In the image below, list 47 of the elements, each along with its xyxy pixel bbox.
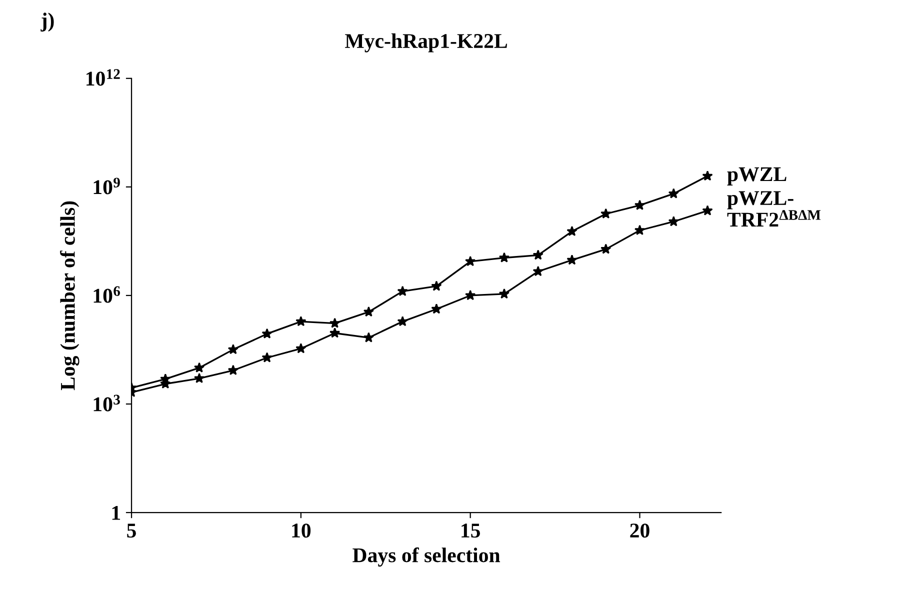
x-tick-label: 20 xyxy=(630,524,650,538)
point xyxy=(228,364,238,376)
point xyxy=(532,250,544,260)
point xyxy=(465,290,476,300)
point xyxy=(431,280,442,291)
point xyxy=(329,328,340,338)
y-axis-title: Log (number of cells) xyxy=(60,201,80,390)
point xyxy=(566,226,578,236)
x-axis-title: Days of selection xyxy=(352,547,500,567)
point xyxy=(329,318,340,328)
point xyxy=(668,188,679,198)
point xyxy=(397,286,408,296)
point xyxy=(532,266,544,276)
point xyxy=(702,170,713,181)
y-tick-label: 10$^{12}$ xyxy=(86,69,120,86)
point xyxy=(498,252,510,262)
series-label: pWZL- TRF2$^{ΔBΔM}$ xyxy=(727,191,821,226)
point xyxy=(702,205,713,216)
point xyxy=(363,332,374,342)
point xyxy=(465,256,476,266)
y-tick-label: 10$^{3}$ xyxy=(94,394,120,412)
point xyxy=(296,343,306,354)
point xyxy=(296,316,306,326)
y-tick-label: 10$^{9}$ xyxy=(94,178,120,194)
point xyxy=(262,352,272,362)
x-tick-label: 5 xyxy=(127,524,136,538)
x-tick-label: 15 xyxy=(462,524,480,538)
text: j) xyxy=(40,12,54,32)
point xyxy=(194,362,205,372)
point xyxy=(363,306,374,317)
point xyxy=(668,216,679,226)
series-label: pWZL xyxy=(727,167,786,186)
point xyxy=(566,254,578,265)
x-tick-label: 10 xyxy=(292,524,311,538)
point xyxy=(634,224,646,235)
point xyxy=(498,288,510,299)
point xyxy=(431,304,442,314)
point xyxy=(397,316,408,326)
point xyxy=(228,344,238,354)
point xyxy=(262,328,272,338)
y-tick-label: 1 xyxy=(112,506,120,520)
point xyxy=(600,208,612,218)
y-tick-label: 10$^{6}$ xyxy=(94,286,120,303)
point xyxy=(600,244,612,254)
point xyxy=(194,372,205,384)
point xyxy=(634,200,646,210)
chart-title: Myc-hRap1-K22L xyxy=(345,33,508,52)
